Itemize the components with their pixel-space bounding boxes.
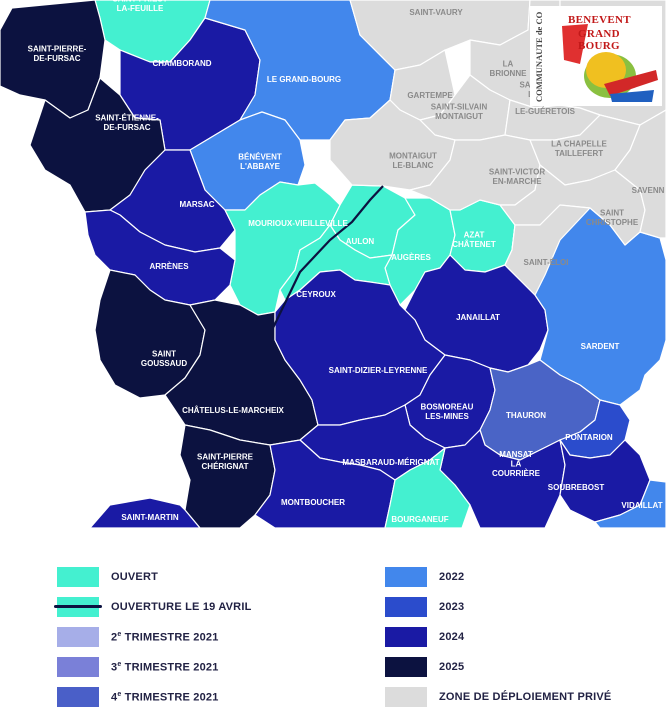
- legend-item-3e-trimestre-2021: 3e TRIMESTRE 2021: [57, 656, 219, 678]
- label-savennes: SAVENN: [632, 186, 665, 195]
- label-saint-victor-en-marche: SAINT-VICTOR EN-MARCHE: [489, 168, 546, 187]
- label-saint-priest-la-feuille: SAINT-PRIESTLA-FEUILLE: [112, 0, 167, 13]
- label-sardent: SARDENT: [581, 342, 620, 351]
- label-aulon: AULON: [346, 237, 375, 246]
- label-soubrebost: SOUBREBOST: [548, 483, 605, 492]
- label-la-chapelle-taillefert: LA CHAPELLE TAILLEFERT: [551, 140, 607, 159]
- region-saint-martin-sainte-catherine[interactable]: [89, 497, 201, 528]
- legend-label: 3e TRIMESTRE 2021: [111, 660, 219, 674]
- commune-labels: SAINT-PRIESTLA-FEUILLE SAINT-PIERRE-DE-FU…: [28, 0, 665, 524]
- label-arr-nes: ARRÈNES: [149, 262, 189, 271]
- logo-line-2: GRAND BOURG: [578, 28, 620, 52]
- legend-item-2e-trimestre-2021: 2e TRIMESTRE 2021: [57, 626, 219, 648]
- legend-swatch: [57, 687, 99, 707]
- region-bourganeuf[interactable]: [384, 447, 471, 528]
- legend-swatch: [385, 627, 427, 647]
- legend-label: OUVERT: [111, 571, 159, 583]
- label-la-brionne: LA BRIONNE: [490, 60, 528, 79]
- label-bourganeuf: BOURGANEUF: [391, 515, 448, 524]
- opening-april-19-boundary-line: [271, 185, 384, 331]
- label-saint-goussaud: SAINT GOUSSAUD: [141, 350, 187, 369]
- map-legend: OUVERT OUVERTURE LE 19 AVRIL 2e TRIMESTRE …: [0, 528, 666, 723]
- label-janaillat: JANAILLAT: [456, 313, 500, 322]
- logo-emblem: [562, 24, 658, 102]
- legend-label: 2e TRIMESTRE 2021: [111, 630, 219, 644]
- communaute-de-communes-logo: COMMUNAUTE de COMMUNES BENEVENT GRAND BO…: [530, 6, 662, 106]
- label-montaigut-le-blanc: MONTAIGUT LE-BLANC: [389, 152, 437, 171]
- label-saint-christophe: SAINT CHRISTOPHE: [586, 209, 639, 228]
- logo-vertical-text-line: COMMUNAUTE de COMMUNES: [534, 12, 544, 102]
- legend-item-zone-de-d-ploiement-priv-: ZONE DE DÉPLOIEMENT PRIVÉ: [385, 686, 611, 708]
- legend-item-2022: 2022: [385, 566, 464, 588]
- label-chamborand: CHAMBORAND: [152, 59, 211, 68]
- commune-regions: [0, 0, 666, 528]
- label-masbaraud-m-rignat: MASBARAUD-MÉRIGNAT: [342, 458, 439, 467]
- label-saint-vaury: SAINT-VAURY: [409, 8, 463, 17]
- legend-swatch: [385, 687, 427, 707]
- legend-label: 2024: [439, 631, 465, 643]
- legend-item-2024: 2024: [385, 626, 464, 648]
- label-ceyroux: CEYROUX: [296, 290, 336, 299]
- label-le-gu-retois: LE-GUÉRETOIS: [515, 107, 576, 116]
- legend-item-ouvert: OUVERT: [57, 566, 158, 588]
- label-saint-tienne-de-fursac: SAINT-ÉTIENNE-DE-FURSAC: [95, 114, 159, 133]
- region-arr-nes[interactable]: [84, 209, 236, 306]
- label-saint-martin-sainte-catherine: SAINT-MARTIN: [121, 513, 179, 522]
- label-le-grand-bourg: LE GRAND-BOURG: [267, 75, 341, 84]
- label-mansat-la-courri-re: MANSAT LA COURRIÈRE: [492, 450, 541, 478]
- label-aug-res: AUGÈRES: [391, 253, 431, 262]
- label-gartempe: GARTEMPE: [407, 91, 453, 100]
- legend-item-2023: 2023: [385, 596, 464, 618]
- region-saint-loi[interactable]: [504, 204, 591, 296]
- logo-line-1: BENEVENT: [568, 14, 631, 26]
- label-b-n-vent-l-abbaye: BÉNÉVENT L'ABBAYE: [238, 153, 282, 172]
- label-mourioux-vieilleville: MOURIOUX-VIEILLEVILLE: [248, 219, 348, 228]
- legend-label: ZONE DE DÉPLOIEMENT PRIVÉ: [439, 691, 612, 703]
- region-savennes[interactable]: [614, 109, 666, 239]
- legend-swatch: [57, 657, 99, 677]
- legend-label: 2022: [439, 571, 465, 583]
- legend-item-4e-trimestre-2021: 4e TRIMESTRE 2021: [57, 686, 219, 708]
- legend-item-2025: 2025: [385, 656, 464, 678]
- logo-vertical-text: COMMUNAUTE de COMMUNES: [534, 12, 544, 102]
- label-thauron: THAURON: [506, 411, 546, 420]
- label-saint-loi: SAINT-ÉLOI: [524, 258, 569, 267]
- legend-item-ouverture-le-19-avril: OUVERTURE LE 19 AVRIL: [54, 596, 252, 618]
- legend-label: 2023: [439, 601, 465, 613]
- legend-swatch: [385, 597, 427, 617]
- label-marsac: MARSAC: [179, 200, 214, 209]
- legend-label: 2025: [439, 661, 465, 673]
- label-saint-pierre-ch-rignat: SAINT-PIERRE CHÉRIGNAT: [197, 453, 254, 472]
- label-saint-pierre-de-fursac: SAINT-PIERRE-DE-FURSAC: [28, 45, 87, 64]
- label-saint-silvain-montaigut: SAINT-SILVAIN MONTAIGUT: [431, 103, 488, 122]
- legend-label: OUVERTURE LE 19 AVRIL: [111, 601, 252, 613]
- region-saint-victor-en-marche[interactable]: [409, 134, 541, 211]
- legend-swatch: [385, 657, 427, 677]
- legend-swatch: [385, 567, 427, 587]
- legend-label: 4e TRIMESTRE 2021: [111, 690, 219, 704]
- region-vidaillat[interactable]: [594, 479, 666, 528]
- label-ch-telus-le-marcheix: CHÂTELUS-LE-MARCHEIX: [182, 406, 284, 415]
- label-saint-dizier-leyrenne: SAINT-DIZIER-LEYRENNE: [329, 366, 428, 375]
- label-azat-ch-tenet: AZAT CHÂTENET: [452, 231, 496, 250]
- legend-swatch: [54, 597, 102, 617]
- label-pontarion: PONTARION: [565, 433, 613, 442]
- legend-swatch: [57, 567, 99, 587]
- label-vidaillat: VIDAILLAT: [621, 501, 662, 510]
- label-montboucher: MONTBOUCHER: [281, 498, 345, 507]
- label-bosmoreau-les-mines: BOSMOREAU LES-MINES: [421, 403, 474, 422]
- legend-swatch: [57, 627, 99, 647]
